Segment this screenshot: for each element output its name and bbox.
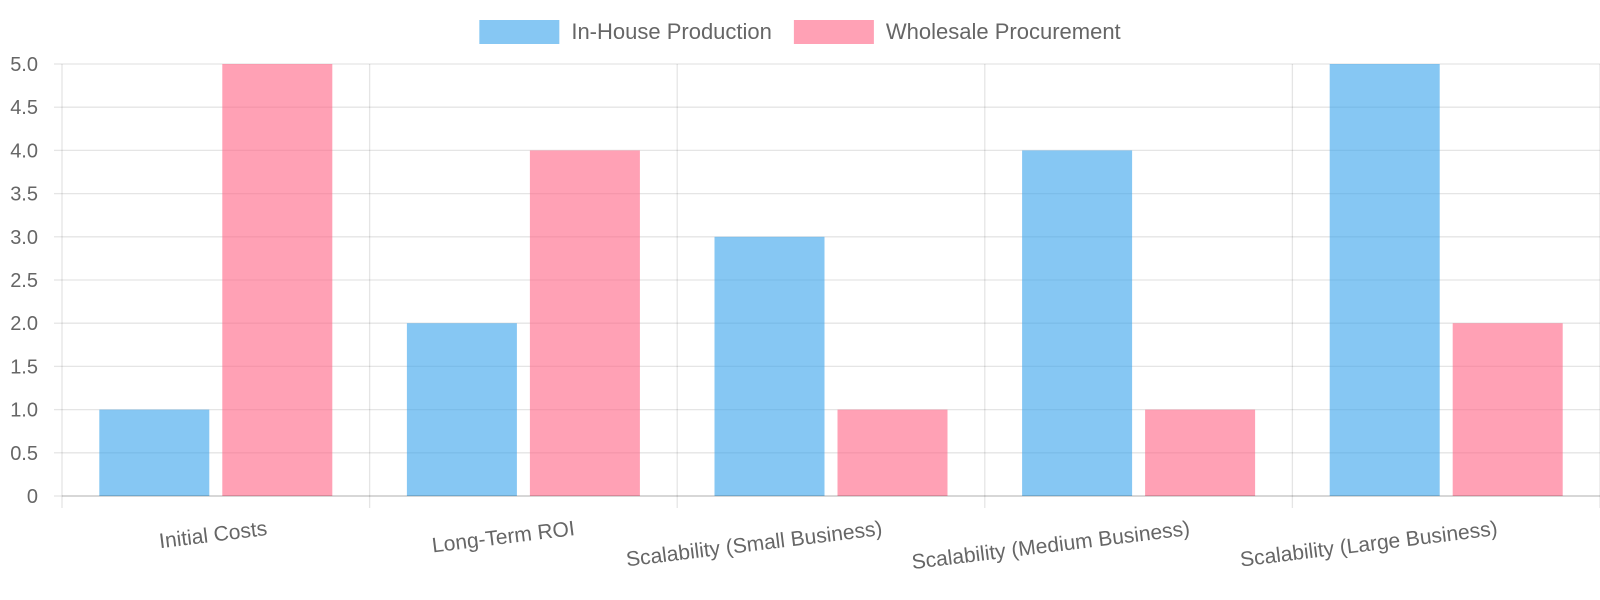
y-tick-label: 2.5 — [10, 270, 38, 292]
y-tick-label: 1.0 — [10, 400, 38, 422]
y-axis-tick-labels: 0 0.5 1.0 1.5 2.0 2.5 3.0 3.5 4.0 4.5 5.0 — [10, 54, 38, 508]
x-tick-label: Scalability (Large Business) — [1239, 517, 1499, 571]
bar-wholesale[interactable] — [222, 64, 333, 496]
legend[interactable]: In-House Production Wholesale Procurement — [479, 19, 1121, 44]
y-tick-label: 1.5 — [10, 356, 38, 378]
bars — [99, 64, 1563, 497]
bar-wholesale[interactable] — [1452, 323, 1563, 496]
bar-in-house[interactable] — [99, 409, 210, 496]
x-tick-label: Scalability (Small Business) — [625, 517, 884, 571]
x-tick-label: Scalability (Medium Business) — [910, 517, 1191, 574]
bar-in-house[interactable] — [1022, 150, 1133, 496]
bar-wholesale[interactable] — [529, 150, 640, 496]
bar-in-house[interactable] — [1329, 64, 1440, 496]
legend-swatch — [479, 20, 560, 44]
x-tick-label: Long-Term ROI — [431, 517, 576, 557]
y-tick-label: 4.0 — [10, 140, 38, 162]
y-tick-label: 5.0 — [10, 54, 38, 76]
legend-item-in-house[interactable]: In-House Production — [479, 19, 772, 44]
legend-swatch — [793, 20, 874, 44]
y-tick-label: 2.0 — [10, 313, 38, 335]
bar-in-house[interactable] — [406, 323, 517, 496]
bar-wholesale[interactable] — [1145, 409, 1256, 496]
bar-in-house[interactable] — [714, 236, 825, 497]
y-tick-label: 0 — [27, 486, 38, 508]
y-tick-label: 3.5 — [10, 184, 38, 206]
legend-label: Wholesale Procurement — [886, 19, 1121, 44]
legend-label: In-House Production — [571, 19, 772, 44]
y-tick-label: 3.0 — [10, 227, 38, 249]
legend-item-wholesale[interactable]: Wholesale Procurement — [793, 19, 1121, 44]
y-tick-label: 4.5 — [10, 97, 38, 119]
bar-wholesale[interactable] — [837, 409, 948, 496]
x-axis-tick-labels: Initial Costs Long-Term ROI Scalability (S… — [158, 517, 1499, 574]
x-tick-label: Initial Costs — [158, 517, 269, 553]
y-tick-label: 0.5 — [10, 443, 38, 465]
